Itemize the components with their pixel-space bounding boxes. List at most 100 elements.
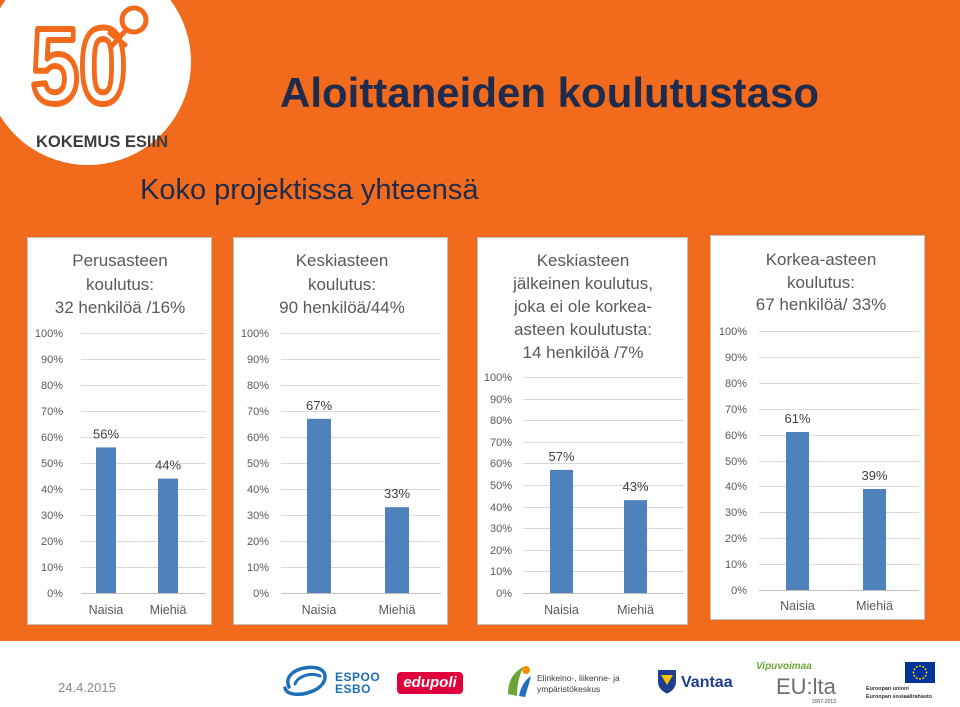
chart-1-y-tick-label: 0% <box>47 588 63 600</box>
chart-2-title-line: koulutus: <box>308 275 376 294</box>
logo-name: KOKEMUS ESIIN <box>36 133 168 151</box>
chart-4-data-label-miehia: 39% <box>861 468 887 483</box>
chart-1-y-tick-label: 80% <box>41 380 63 392</box>
chart-3-bar-naisia <box>550 469 573 593</box>
chart-4-title-line: Korkea-asteen <box>766 250 877 269</box>
chart-2-category-label-miehia: Miehiä <box>379 603 416 617</box>
chart-4-y-tick-label: 0% <box>731 585 747 597</box>
chart-3-title-line: asteen koulutusta: <box>514 320 652 339</box>
logo-circle <box>0 0 191 165</box>
slide-date: 24.4.2015 <box>58 680 116 695</box>
chart-3-y-tick-label: 70% <box>490 437 512 449</box>
chart-4-category-label-naisia: Naisia <box>780 599 815 613</box>
chart-panel-3: Keskiasteen jälkeinen koulutus, joka ei ol… <box>477 237 688 625</box>
chart-3-y-tick-label: 80% <box>490 415 512 427</box>
edupoli-logo: edupoli <box>397 672 463 694</box>
esbo-label: ESBO <box>335 682 372 696</box>
chart-3-category-label-miehia: Miehiä <box>617 603 654 617</box>
ely-line-2: ympäristökeskus <box>537 684 601 694</box>
chart-3-bar-miehia <box>624 500 647 593</box>
chart-3-y-tick-label: 50% <box>490 480 512 492</box>
ely-line-1: Elinkeino-, liikenne- ja <box>537 673 620 683</box>
eu-lta-label: EU:lta <box>776 674 836 699</box>
chart-4-y-tick-label: 40% <box>725 481 747 493</box>
chart-1-category-label-miehia: Miehiä <box>150 603 187 617</box>
chart-1-bar-miehia <box>158 478 178 593</box>
chart-3-y-tick-label: 60% <box>490 458 512 470</box>
chart-3-data-label-miehia: 43% <box>622 479 648 494</box>
chart-1-title-line: Perusasteen <box>72 251 167 270</box>
logo-female-symbol-icon <box>107 5 149 50</box>
chart-3-title-line: 14 henkilöä /7% <box>523 343 644 362</box>
chart-1-y-tick-label: 50% <box>41 458 63 470</box>
vantaa-crest-icon <box>658 670 676 694</box>
slide-title: Aloittaneiden koulutustaso <box>280 69 820 116</box>
chart-2-bar-miehia <box>385 507 409 593</box>
chart-1-data-label-miehia: 44% <box>155 458 181 473</box>
chart-3-y-tick-label: 40% <box>490 502 512 514</box>
chart-2-data-label-miehia: 33% <box>384 486 410 501</box>
logo-mark: 50 <box>31 5 127 126</box>
chart-1: Perusasteen koulutus: 32 henkilöä /16% 0% 10… <box>35 251 206 617</box>
chart-4-y-tick-label: 20% <box>725 533 747 545</box>
chart-4-title-line: 67 henkilöä/ 33% <box>756 295 886 314</box>
vantaa-logo-text: Vantaa <box>681 674 733 691</box>
chart-2-data-label-naisia: 67% <box>306 398 332 413</box>
chart-2-y-tick-label: 50% <box>247 458 269 470</box>
vipuvoimaa-period: 2007-2013 <box>812 699 836 705</box>
chart-panel-1: Perusasteen koulutus: 32 henkilöä /16% 0% 10… <box>27 237 212 625</box>
chart-3-data-label-naisia: 57% <box>548 449 574 464</box>
chart-panel-2: Keskiasteen koulutus: 90 henkilöä/44% 0% 10%… <box>233 237 448 625</box>
chart-3-y-tick-label: 90% <box>490 394 512 406</box>
chart-3-y-tick-label: 30% <box>490 523 512 535</box>
chart-2: Keskiasteen koulutus: 90 henkilöä/44% 0% 10%… <box>241 251 441 617</box>
chart-2-title-line: Keskiasteen <box>296 251 389 270</box>
eu-flag-icon <box>905 662 935 683</box>
chart-1-y-tick-label: 30% <box>41 510 63 522</box>
chart-4-y-tick-label: 30% <box>725 507 747 519</box>
chart-3-y-tick-label: 10% <box>490 566 512 578</box>
chart-3-y-tick-label: 20% <box>490 545 512 557</box>
eu-line-1: Euroopan unioni <box>866 686 909 692</box>
chart-2-y-tick-label: 10% <box>247 562 269 574</box>
chart-3: Keskiasteen jälkeinen koulutus, joka ei ol… <box>484 251 684 617</box>
vipuvoimaa-label: Vipuvoimaa <box>756 661 812 672</box>
chart-4: Korkea-asteen koulutus: 67 henkilöä/ 33% 0%… <box>719 250 919 613</box>
chart-2-y-tick-label: 70% <box>247 406 269 418</box>
ely-logo-icon <box>508 666 531 697</box>
eu-line-2: Euroopan sosiaalirahasto <box>866 693 932 700</box>
chart-4-category-label-miehia: Miehiä <box>856 599 893 613</box>
chart-3-y-tick-label: 100% <box>484 372 512 384</box>
chart-3-title-line: joka ei ole korkea- <box>513 297 652 316</box>
chart-1-y-tick-label: 90% <box>41 354 63 366</box>
chart-2-y-tick-label: 60% <box>247 432 269 444</box>
chart-4-y-tick-label: 90% <box>725 352 747 364</box>
chart-4-y-tick-label: 100% <box>719 326 747 338</box>
chart-4-bar-miehia <box>863 488 886 590</box>
espoo-label: ESPOO <box>335 670 381 684</box>
chart-4-title-line: koulutus: <box>787 273 855 292</box>
chart-1-category-label-naisia: Naisia <box>89 603 124 617</box>
chart-3-title-line: jälkeinen koulutus, <box>512 274 653 293</box>
chart-1-y-tick-label: 10% <box>41 562 63 574</box>
chart-1-y-tick-label: 60% <box>41 432 63 444</box>
chart-4-y-tick-label: 80% <box>725 378 747 390</box>
eu-logo-text: Euroopan unioni Euroopan sosiaalirahasto <box>866 686 932 701</box>
chart-4-y-tick-label: 60% <box>725 430 747 442</box>
chart-1-y-tick-label: 40% <box>41 484 63 496</box>
chart-2-y-tick-label: 40% <box>247 484 269 496</box>
chart-3-title-line: Keskiasteen <box>537 251 630 270</box>
chart-1-y-tick-label: 70% <box>41 406 63 418</box>
chart-4-y-tick-label: 10% <box>725 559 747 571</box>
chart-2-title-line: 90 henkilöä/44% <box>279 298 405 317</box>
chart-2-y-tick-label: 80% <box>247 380 269 392</box>
chart-2-y-tick-label: 0% <box>253 588 269 600</box>
chart-2-bar-naisia <box>307 418 331 593</box>
chart-1-data-label-naisia: 56% <box>93 426 119 441</box>
chart-4-y-tick-label: 50% <box>725 456 747 468</box>
chart-2-y-tick-label: 20% <box>247 536 269 548</box>
chart-1-title-line: 32 henkilöä /16% <box>55 298 185 317</box>
ely-logo-text: Elinkeino-, liikenne- ja ympäristökeskus <box>537 673 620 695</box>
espoo-logo-text: ESPOO ESBO <box>335 671 380 695</box>
chart-1-y-tick-label: 20% <box>41 536 63 548</box>
